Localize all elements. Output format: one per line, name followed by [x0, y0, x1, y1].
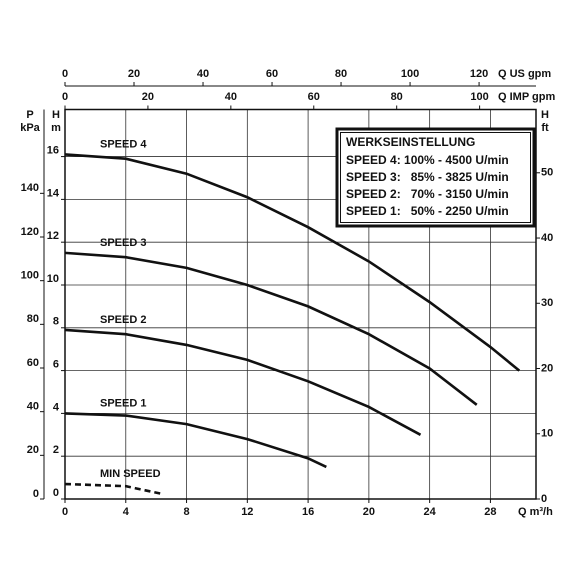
- us-gpm-tick-label: 80: [335, 68, 347, 80]
- ft-axis-label: H: [541, 109, 549, 121]
- ft-tick-label: 40: [541, 232, 553, 244]
- x-tick-label: 16: [302, 506, 314, 518]
- x-tick-label: 4: [123, 506, 130, 518]
- imp-gpm-tick-label: 100: [470, 91, 488, 103]
- imp-gpm-tick-label: 80: [391, 91, 403, 103]
- ft-tick-label: 20: [541, 362, 553, 374]
- x-axis-label: Q m³/h: [518, 506, 553, 518]
- imp-gpm-tick-label: 60: [308, 91, 320, 103]
- curve-label: MIN SPEED: [100, 468, 161, 480]
- curve: [64, 482, 161, 495]
- ft-tick-label: 50: [541, 167, 553, 179]
- imp-gpm-tick-label: 20: [142, 91, 154, 103]
- imp-gpm-axis-label: Q IMP gpm: [498, 91, 555, 103]
- us-gpm-tick-label: 100: [401, 68, 419, 80]
- ft-axis-label: ft: [541, 122, 549, 134]
- y-tick-label: 4: [53, 401, 60, 413]
- kpa-tick-label: 120: [21, 226, 39, 238]
- kpa-tick-label: 60: [27, 357, 39, 369]
- us-gpm-tick-label: 60: [266, 68, 278, 80]
- y-tick-label: 2: [53, 444, 59, 456]
- curve-label: SPEED 1: [100, 397, 146, 409]
- x-tick-label: 12: [241, 506, 253, 518]
- y-tick-label: 12: [47, 230, 59, 242]
- curve: [64, 412, 327, 469]
- y-tick-label: 10: [47, 273, 59, 285]
- plot-frame: [64, 108, 537, 500]
- y-axis-label: m: [51, 122, 61, 134]
- x-tick-label: 28: [484, 506, 496, 518]
- kpa-tick-label: 140: [21, 182, 39, 194]
- legend-row: SPEED 4: 100% - 4500 U/min: [346, 153, 509, 167]
- kpa-axis-label: P: [26, 109, 33, 121]
- curve: [64, 153, 521, 372]
- x-tick-label: 8: [183, 506, 189, 518]
- kpa-tick-label: 40: [27, 401, 39, 413]
- curve: [64, 328, 422, 436]
- kpa-tick-label: 20: [27, 444, 39, 456]
- legend-row: SPEED 3: 85% - 3825 U/min: [346, 170, 509, 184]
- us-gpm-axis-label: Q US gpm: [498, 68, 551, 80]
- us-gpm-tick-label: 40: [197, 68, 209, 80]
- kpa-axis-label: kPa: [20, 122, 40, 134]
- kpa-tick-label: 80: [27, 313, 39, 325]
- imp-gpm-tick-label: 0: [62, 91, 68, 103]
- ft-tick-label: 30: [541, 297, 553, 309]
- ft-tick-label: 0: [541, 493, 547, 505]
- y-tick-label: 16: [47, 144, 59, 156]
- kpa-tick-label: 0: [33, 488, 39, 500]
- y-tick-label: 8: [53, 316, 59, 328]
- curve-label: SPEED 3: [100, 237, 146, 249]
- curve-label: SPEED 2: [100, 314, 146, 326]
- y-tick-label: 14: [47, 187, 60, 199]
- legend-box-inner: [340, 132, 531, 223]
- legend-title: WERKSEINSTELLUNG: [346, 135, 475, 149]
- y-tick-label: 0: [53, 487, 59, 499]
- us-gpm-tick-label: 20: [128, 68, 140, 80]
- legend-row: SPEED 2: 70% - 3150 U/min: [346, 187, 509, 201]
- x-tick-label: 24: [424, 506, 437, 518]
- y-axis-label: H: [52, 109, 60, 121]
- kpa-tick-label: 100: [21, 270, 39, 282]
- curve-label: SPEED 4: [100, 138, 147, 150]
- legend-row: SPEED 1: 50% - 2250 U/min: [346, 204, 509, 218]
- y-tick-label: 6: [53, 358, 59, 370]
- us-gpm-tick-label: 0: [62, 68, 68, 80]
- us-gpm-tick-label: 120: [470, 68, 488, 80]
- curve: [64, 251, 478, 406]
- ft-tick-label: 10: [541, 428, 553, 440]
- x-tick-label: 0: [62, 506, 68, 518]
- x-tick-label: 20: [363, 506, 375, 518]
- legend-box: [335, 127, 536, 228]
- imp-gpm-tick-label: 40: [225, 91, 237, 103]
